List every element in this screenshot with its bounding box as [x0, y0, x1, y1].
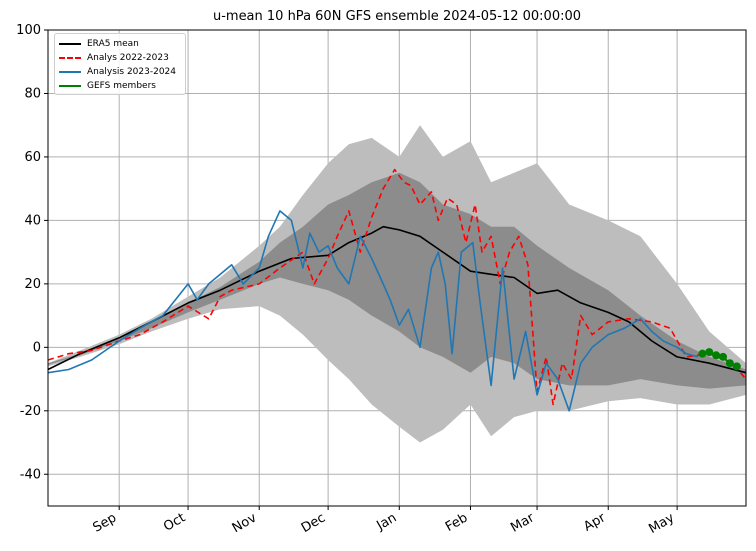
y-tick-label: -40: [20, 467, 41, 482]
x-tick-label: Nov: [230, 510, 260, 536]
spread-band: [48, 172, 746, 389]
legend-swatch: [59, 71, 81, 73]
gefs-member-point: [725, 359, 734, 368]
x-tick-label: Apr: [581, 510, 609, 535]
x-tick-label: Oct: [161, 510, 188, 534]
chart-title: u-mean 10 hPa 60N GFS ensemble 2024-05-1…: [213, 9, 581, 24]
y-tick-label: 100: [16, 23, 41, 38]
x-tick-label: Sep: [90, 510, 119, 535]
legend-item: Analysis 2023-2024: [59, 65, 181, 79]
x-tick-label: May: [646, 510, 677, 537]
x-tick-label: Jan: [374, 510, 400, 534]
chart-legend: ERA5 mean Analys 2022-2023 Analysis 2023…: [54, 33, 186, 95]
gefs-member-point: [712, 351, 721, 360]
legend-swatch: [59, 43, 81, 45]
legend-item: Analys 2022-2023: [59, 51, 181, 65]
legend-item: GEFS members: [59, 79, 181, 93]
plot-frame: [47, 29, 747, 507]
x-tick-label: Dec: [299, 510, 328, 536]
y-tick-label: 80: [24, 86, 41, 101]
gefs-member-point: [705, 348, 714, 357]
series-line-1: [47, 168, 747, 406]
y-tick-label: 60: [24, 150, 41, 165]
x-tick-label: Mar: [508, 510, 537, 536]
y-tick-label: 40: [24, 213, 41, 228]
gefs-member-point: [698, 349, 707, 358]
legend-swatch: [59, 57, 81, 59]
gefs-member-point: [732, 362, 741, 371]
legend-label: ERA5 mean: [87, 39, 139, 49]
legend-label: GEFS members: [87, 81, 156, 91]
legend-label: Analys 2022-2023: [87, 53, 169, 63]
x-tick-label: Feb: [443, 510, 470, 535]
y-tick-label: -20: [20, 404, 41, 419]
spread-bands: [48, 125, 746, 443]
y-tick-label: 0: [33, 340, 41, 355]
gefs-member-point: [719, 352, 728, 361]
legend-label: Analysis 2023-2024: [87, 67, 176, 77]
y-tick-label: 20: [24, 277, 41, 292]
series-line-2: [47, 210, 699, 412]
legend-item: ERA5 mean: [59, 37, 181, 51]
legend-swatch: [59, 85, 81, 87]
series-lines: [47, 168, 747, 412]
